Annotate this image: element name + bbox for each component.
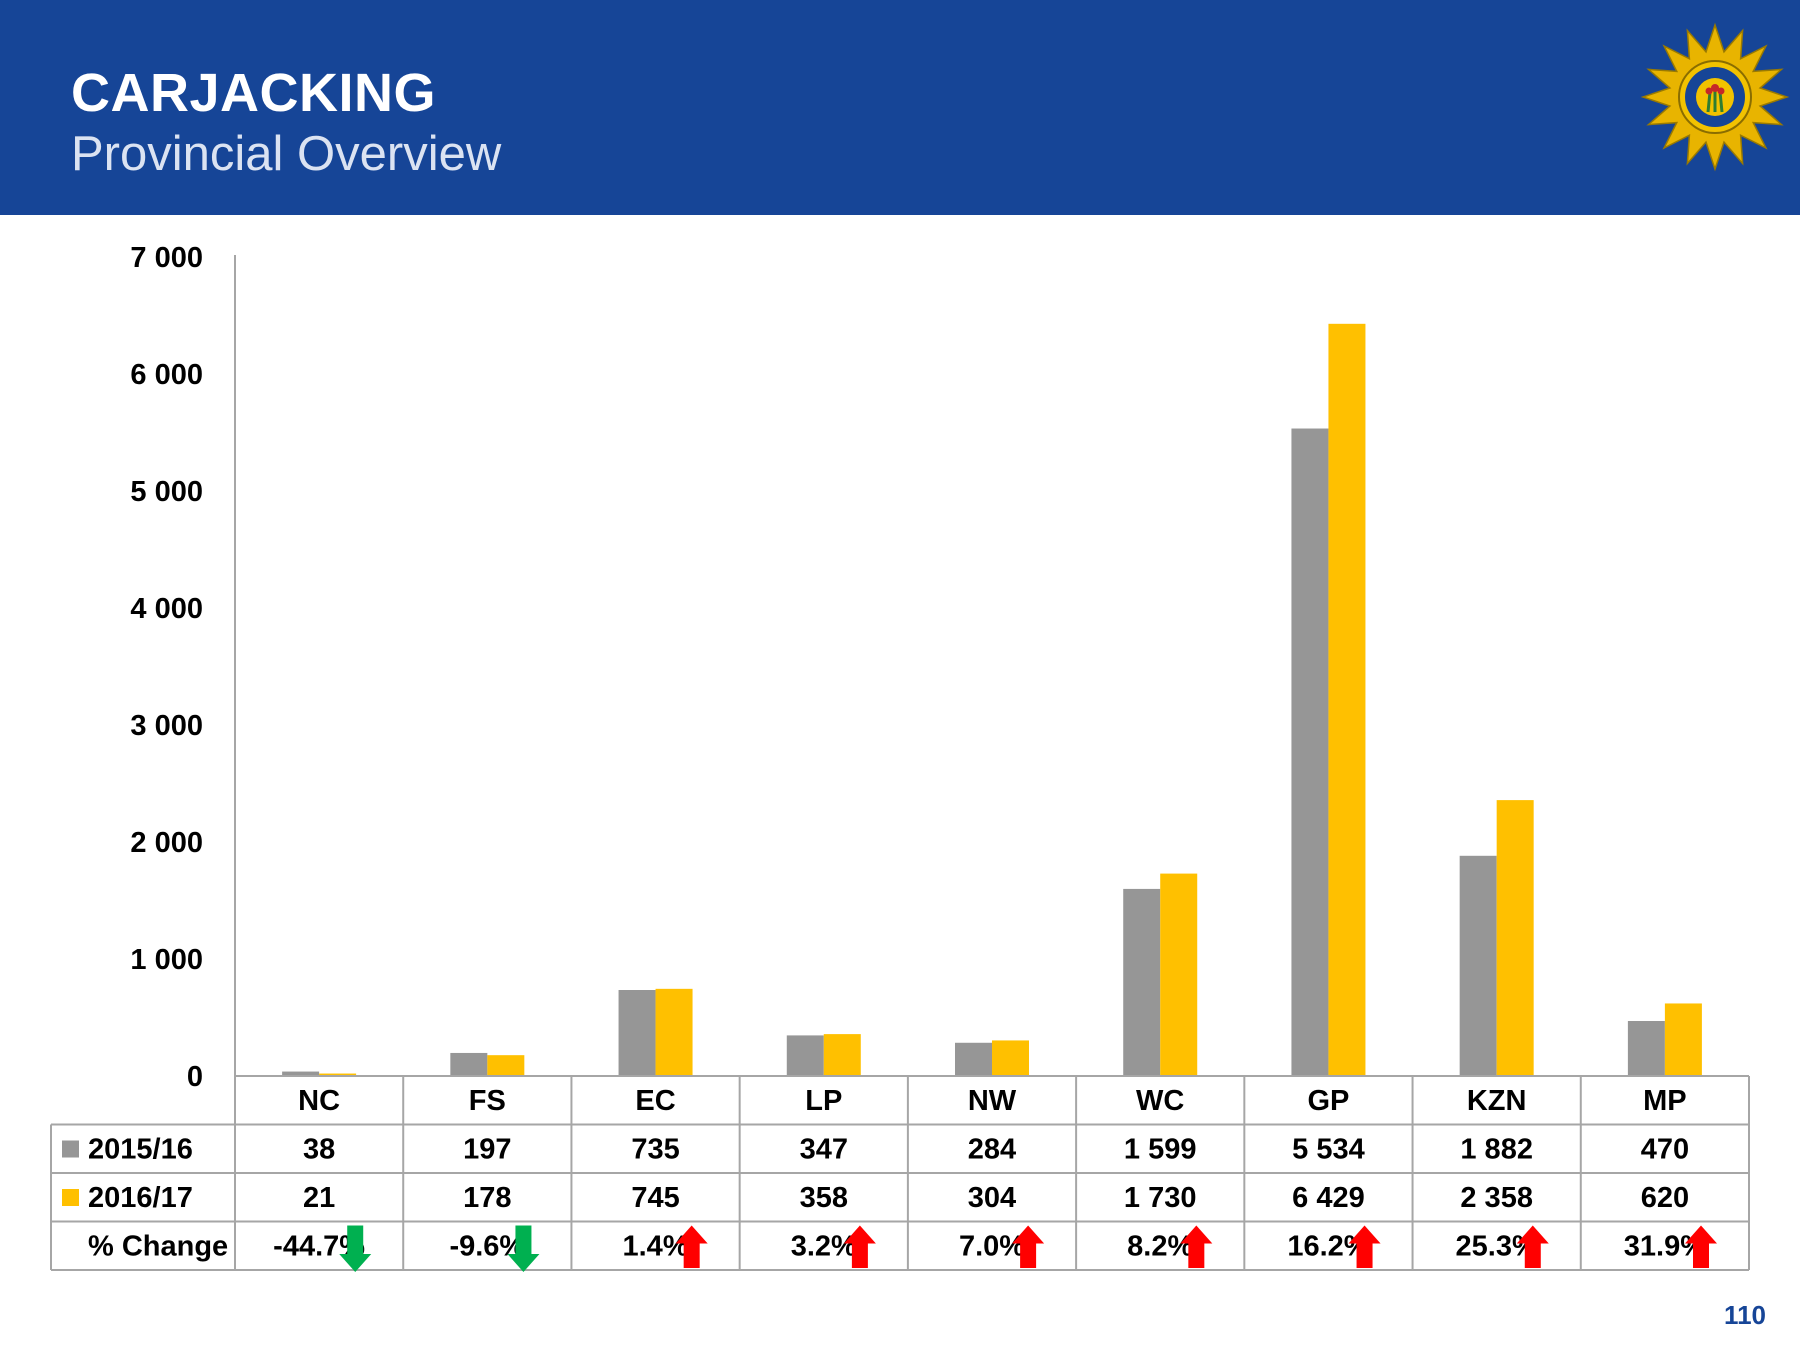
bar-fs-2016-17 [487,1055,525,1076]
arrow-up-icon [1180,1225,1213,1268]
legend-swatch-2015-16 [62,1140,79,1158]
header-banner: CARJACKING Provincial Overview [0,0,1800,215]
bar-ec-2016-17 [655,988,693,1076]
x-category-label: WC [1136,1085,1184,1117]
bar-mp-2016-17 [1664,1003,1702,1076]
y-tick-label: 4 000 [130,593,203,625]
legend-label: 2016/17 [88,1182,193,1214]
arrow-up-icon [1012,1225,1045,1268]
bar-nw-2016-17 [992,1040,1029,1076]
x-category-label: KZN [1467,1085,1527,1117]
carjacking-bar-chart: 0 1 000 2 000 3 000 4 000 5 000 6 000 7 000 NC F… [50,242,1750,1272]
data-label: 470 [1641,1134,1689,1166]
x-category-label: MP [1643,1085,1687,1117]
change-value: 7.0% [959,1231,1025,1263]
x-category-label: NW [968,1085,1017,1117]
data-label: 178 [463,1182,511,1214]
data-label: 5 534 [1292,1134,1365,1166]
change-value: 1.4% [623,1231,689,1263]
page-number: 110 [1724,1300,1766,1330]
y-tick-label: 2 000 [130,827,203,859]
change-value: 3.2% [791,1231,857,1263]
data-label: 197 [463,1134,511,1166]
data-label: 6 429 [1292,1182,1365,1214]
bar-wc-2016-17 [1160,873,1198,1076]
bar-fs-2015-16 [450,1052,488,1076]
y-tick-label: 1 000 [130,944,203,976]
bar-gp-2016-17 [1328,323,1366,1076]
bar-nc-2016-17 [319,1073,357,1076]
data-label: 2 358 [1460,1182,1533,1214]
page-title: CARJACKING [71,63,437,123]
bar-gp-2015-16 [1291,428,1329,1077]
bar-lp-2015-16 [786,1035,824,1076]
legend-label: 2015/16 [88,1134,193,1166]
data-label: 347 [800,1134,848,1166]
data-label: 358 [800,1182,848,1214]
data-label: 21 [303,1182,335,1214]
arrow-up-icon [1516,1225,1549,1268]
y-tick-label: 6 000 [130,359,203,391]
y-tick-label: 7 000 [130,242,203,274]
bar-wc-2015-16 [1123,888,1161,1076]
bar-ec-2015-16 [618,990,656,1076]
data-label: 620 [1641,1182,1689,1214]
arrow-up-icon [1348,1225,1381,1268]
y-tick-label: 3 000 [130,710,203,742]
data-label: 1 599 [1124,1134,1197,1166]
bar-nc-2015-16 [282,1071,320,1076]
data-label: 1 882 [1460,1134,1533,1166]
bar-kzn-2015-16 [1459,855,1497,1076]
x-category-label: EC [635,1085,675,1117]
bar-nw-2015-16 [955,1042,992,1076]
x-category-label: NC [298,1085,340,1117]
y-tick-label: 0 [187,1061,203,1093]
page-subtitle: Provincial Overview [71,127,502,181]
legend-swatch-2016-17 [62,1189,79,1206]
x-category-label: FS [469,1085,506,1117]
bar-mp-2015-16 [1627,1021,1665,1076]
data-label: 304 [968,1182,1016,1214]
bar-lp-2016-17 [823,1034,861,1076]
arrow-up-icon [843,1225,876,1268]
saps-star-badge-icon [1640,22,1790,172]
data-label: 1 730 [1124,1182,1197,1214]
change-row-label: % Change [88,1231,228,1263]
arrow-up-icon [1685,1225,1717,1268]
data-label: 38 [303,1134,335,1166]
change-value: 8.2% [1127,1231,1193,1263]
bar-kzn-2016-17 [1496,800,1534,1076]
x-category-label: GP [1307,1085,1349,1117]
data-label: 735 [631,1134,679,1166]
arrow-down-icon [507,1225,540,1272]
x-category-label: LP [805,1085,842,1117]
arrow-up-icon [675,1225,708,1268]
y-tick-label: 5 000 [130,476,203,508]
data-label: 745 [631,1182,679,1214]
data-label: 284 [968,1134,1016,1166]
arrow-down-icon [339,1225,372,1272]
